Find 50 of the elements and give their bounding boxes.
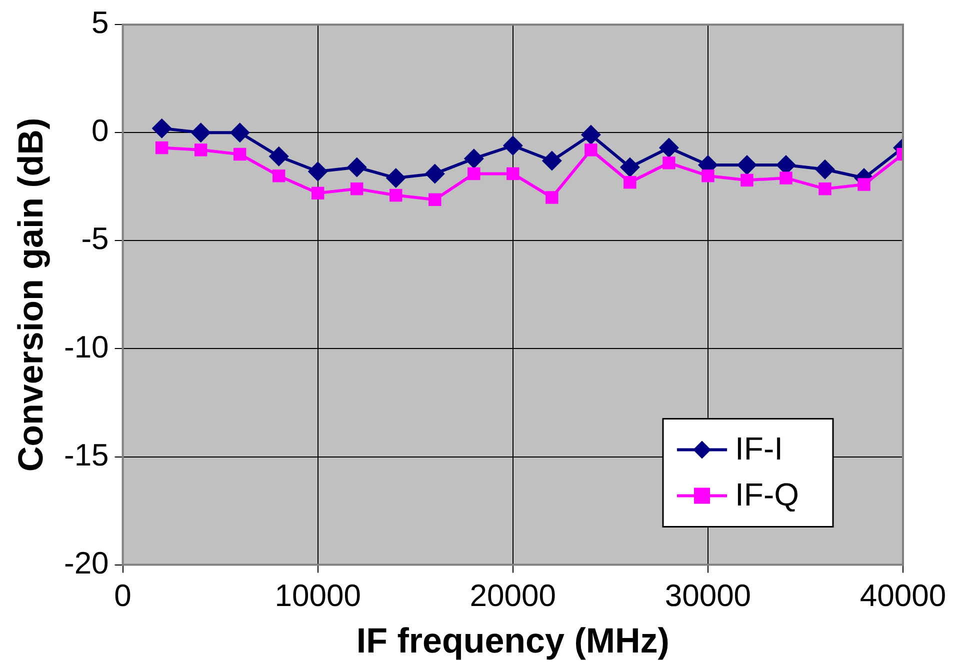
x-axis-title: IF frequency (MHz) (356, 622, 670, 661)
point (230, 122, 250, 143)
x-tick-label: 40000 (860, 578, 946, 613)
point (233, 148, 246, 161)
legend-label: IF-Q (735, 476, 799, 513)
point (546, 191, 558, 204)
point (858, 178, 870, 191)
point (580, 124, 601, 145)
point (194, 144, 208, 156)
point (152, 118, 172, 138)
point (702, 169, 714, 182)
point (584, 144, 598, 156)
y-tick-label: 5 (92, 5, 109, 40)
point (346, 157, 367, 178)
point (658, 138, 679, 158)
point (506, 167, 520, 180)
y-tick-label: -20 (64, 545, 109, 580)
point (386, 168, 406, 188)
point (780, 172, 792, 184)
point (542, 150, 562, 171)
point (190, 122, 211, 143)
point (736, 155, 757, 176)
point (424, 164, 445, 184)
point (268, 146, 289, 166)
point (350, 182, 364, 196)
y-tick-label: -10 (64, 329, 109, 364)
x-tick-label: 30000 (664, 578, 752, 613)
point (390, 188, 402, 202)
y-axis-title: Conversion gain (dB) (12, 118, 51, 472)
point (620, 157, 640, 178)
point (155, 141, 168, 154)
x-tick-label: 0 (114, 578, 132, 613)
point (272, 169, 286, 182)
point (814, 159, 835, 180)
point (662, 156, 676, 170)
point (311, 186, 324, 200)
point (502, 136, 523, 156)
point (428, 193, 442, 206)
legend-label: IF-I (735, 430, 783, 467)
point (624, 176, 636, 189)
x-tick-label: 10000 (274, 578, 361, 613)
point (308, 162, 328, 182)
y-tick-label: 0 (92, 113, 109, 148)
point (464, 148, 484, 169)
y-tick-label: -5 (81, 221, 109, 256)
point (818, 182, 832, 196)
x-tick-label: 20000 (470, 578, 556, 613)
point (740, 174, 754, 187)
point (468, 167, 480, 180)
y-tick-label: -15 (64, 437, 109, 472)
